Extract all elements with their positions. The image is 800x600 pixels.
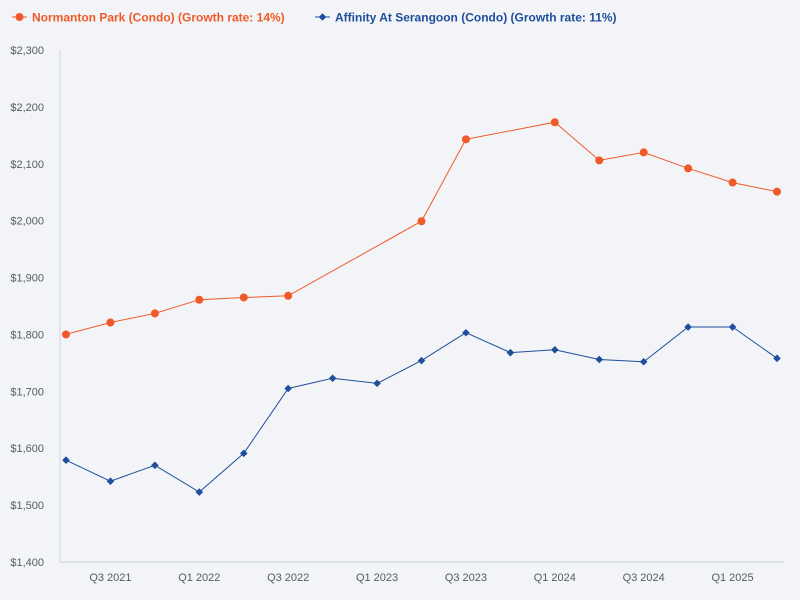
data-point[interactable] (106, 477, 115, 486)
data-point[interactable] (328, 374, 337, 383)
x-tick-label: Q1 2022 (178, 572, 220, 584)
y-tick-label: $2,000 (10, 216, 44, 228)
data-point[interactable] (639, 357, 648, 366)
y-tick-label: $1,500 (10, 500, 44, 512)
x-tick-label: Q1 2023 (356, 572, 398, 584)
legend-label: Affinity At Serangoon (Condo) (Growth ra… (335, 11, 617, 25)
data-point[interactable] (284, 291, 293, 300)
legend-marker-diamond (318, 13, 327, 21)
series-layer (62, 118, 781, 496)
data-point[interactable] (461, 135, 470, 144)
data-point[interactable] (106, 318, 115, 327)
y-tick-label: $1,800 (10, 329, 44, 341)
data-point[interactable] (595, 156, 604, 165)
data-point[interactable] (284, 384, 292, 393)
x-tick-label: Q3 2024 (623, 572, 665, 584)
x-axis: Q3 2021 Q1 2022 Q3 2022 Q1 2023 Q3 2023 Q1 20… (60, 561, 784, 584)
legend: Normanton Park (Condo) (Growth rate: 14%… (12, 11, 617, 25)
legend-item-2[interactable]: Affinity At Serangoon (Condo) (Growth ra… (315, 11, 617, 25)
data-point[interactable] (773, 354, 781, 363)
data-point[interactable] (684, 323, 692, 331)
series-1 (62, 118, 781, 339)
x-tick-label: Q3 2022 (267, 572, 309, 584)
y-tick-label: $2,200 (10, 102, 44, 114)
data-point[interactable] (551, 346, 559, 354)
data-point[interactable] (239, 449, 248, 458)
x-tick-label: Q1 2025 (711, 572, 753, 584)
data-point[interactable] (239, 293, 248, 302)
series-2 (62, 323, 781, 496)
data-point[interactable] (684, 164, 693, 173)
y-axis: $1,400 $1,500 $1,600 $1,700 $1,800 $1,900 $2,0… (10, 45, 61, 569)
legend-label: Normanton Park (Condo) (Growth rate: 14%… (32, 11, 285, 25)
data-point[interactable] (595, 355, 604, 364)
x-tick-label: Q1 2024 (534, 572, 576, 584)
data-point[interactable] (462, 328, 470, 337)
data-point[interactable] (151, 461, 159, 470)
y-tick-label: $1,900 (10, 273, 44, 285)
data-point[interactable] (639, 148, 648, 157)
series-line (65, 326, 778, 493)
data-point[interactable] (550, 118, 559, 127)
data-point[interactable] (728, 178, 737, 187)
data-point[interactable] (773, 187, 781, 196)
legend-item-1[interactable]: Normanton Park (Condo) (Growth rate: 14%… (12, 11, 285, 25)
y-tick-label: $2,300 (10, 45, 44, 57)
y-tick-label: $1,600 (10, 443, 44, 455)
data-point[interactable] (373, 379, 381, 388)
y-tick-label: $1,700 (10, 386, 44, 398)
x-tick-label: Q3 2021 (89, 572, 131, 584)
data-point[interactable] (62, 456, 70, 464)
series-line (65, 121, 778, 335)
data-point[interactable] (150, 309, 159, 318)
y-tick-label: $1,400 (10, 557, 44, 569)
data-point[interactable] (417, 217, 426, 226)
data-point[interactable] (62, 330, 70, 339)
data-point[interactable] (195, 295, 204, 304)
data-point[interactable] (417, 356, 426, 365)
legend-marker-circle (15, 13, 24, 21)
data-point[interactable] (506, 348, 515, 357)
data-point[interactable] (195, 488, 204, 496)
y-tick-label: $2,100 (10, 159, 44, 171)
x-tick-label: Q3 2023 (445, 572, 487, 584)
data-point[interactable] (728, 323, 737, 331)
